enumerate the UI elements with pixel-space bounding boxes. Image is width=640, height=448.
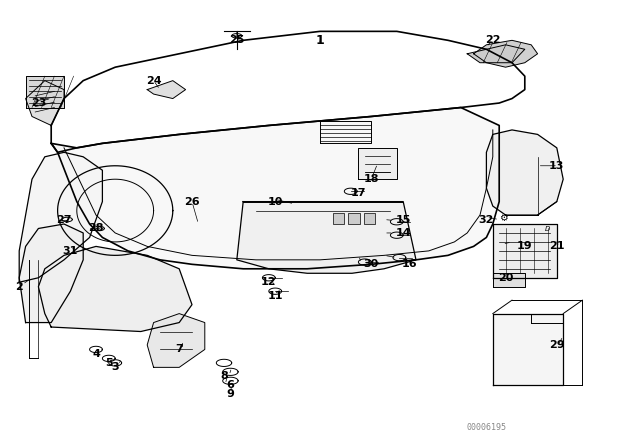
Bar — [333, 213, 344, 224]
Text: 2: 2 — [15, 282, 23, 292]
Text: 29: 29 — [549, 340, 564, 350]
Text: 32: 32 — [479, 215, 494, 224]
Polygon shape — [467, 45, 525, 63]
Polygon shape — [474, 40, 538, 67]
Text: 20: 20 — [498, 273, 513, 283]
Polygon shape — [493, 314, 563, 385]
Text: 25: 25 — [229, 35, 244, 45]
Polygon shape — [19, 152, 102, 282]
Polygon shape — [358, 148, 397, 179]
Text: 21: 21 — [549, 241, 564, 251]
Bar — [348, 213, 360, 224]
Polygon shape — [237, 202, 416, 273]
Polygon shape — [493, 273, 525, 287]
Text: 22: 22 — [485, 35, 500, 45]
Text: 1: 1 — [316, 34, 324, 47]
Polygon shape — [51, 31, 525, 152]
Text: 10: 10 — [268, 197, 283, 207]
Polygon shape — [26, 76, 64, 108]
Text: 6: 6 — [227, 380, 234, 390]
Text: 4: 4 — [92, 349, 100, 359]
Text: 28: 28 — [88, 224, 104, 233]
Text: 15: 15 — [396, 215, 411, 224]
Text: 16: 16 — [402, 259, 417, 269]
Text: 9: 9 — [227, 389, 234, 399]
Polygon shape — [26, 81, 64, 125]
Text: 13: 13 — [549, 161, 564, 171]
Text: 8: 8 — [220, 371, 228, 381]
Text: 18: 18 — [364, 174, 379, 184]
Polygon shape — [147, 81, 186, 99]
Text: 11: 11 — [268, 291, 283, 301]
Text: 23: 23 — [31, 98, 46, 108]
Text: 00006195: 00006195 — [467, 423, 506, 432]
Polygon shape — [147, 314, 205, 367]
Text: 3: 3 — [111, 362, 119, 372]
Text: 24: 24 — [146, 76, 161, 86]
Text: 14: 14 — [396, 228, 411, 238]
Polygon shape — [486, 130, 563, 215]
Polygon shape — [51, 108, 499, 269]
Text: 31: 31 — [63, 246, 78, 256]
Text: 19: 19 — [517, 241, 532, 251]
Text: 26: 26 — [184, 197, 200, 207]
Text: D: D — [545, 226, 550, 232]
Text: 30: 30 — [364, 259, 379, 269]
Polygon shape — [493, 224, 557, 278]
Bar — [364, 213, 375, 224]
Text: 7: 7 — [175, 345, 183, 354]
Polygon shape — [38, 246, 192, 332]
Text: 5: 5 — [105, 358, 113, 368]
Text: 17: 17 — [351, 188, 366, 198]
Text: 27: 27 — [56, 215, 72, 224]
Polygon shape — [19, 224, 83, 323]
Text: ⚙: ⚙ — [499, 213, 508, 223]
Text: 12: 12 — [261, 277, 276, 287]
